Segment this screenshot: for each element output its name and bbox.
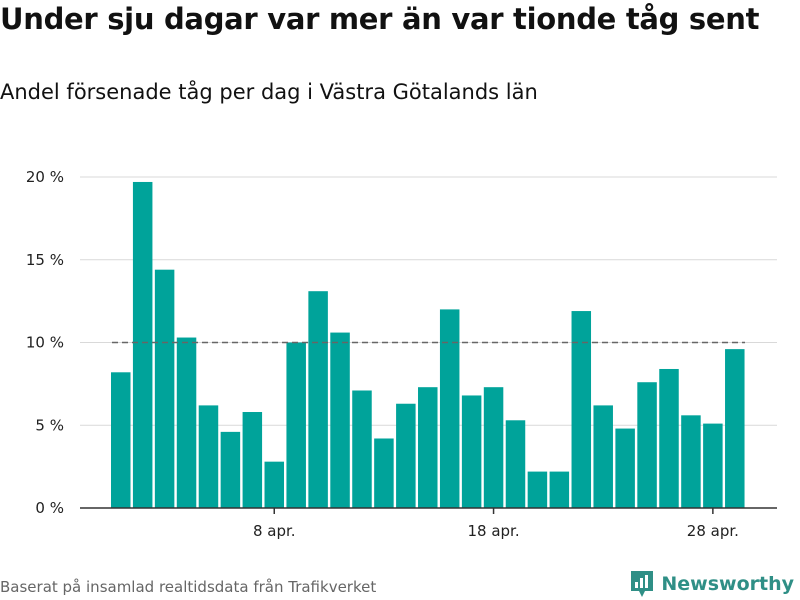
chart-subtitle: Andel försenade tåg per dag i Västra Göt… [0,80,538,104]
bar [637,382,657,508]
bar [615,428,635,508]
y-tick-label: 15 % [26,251,64,269]
bar-chart: 0 % 5 % 10 % 15 % 20 % 8 apr. 18 apr. 28 apr. [26,168,777,540]
source-note: Baserat på insamlad realtidsdata från Tr… [0,578,377,596]
bar [527,471,548,508]
bar [176,337,197,508]
bar [725,349,745,508]
bar [483,387,504,508]
bar [308,291,328,508]
bar [505,420,526,508]
brand: Newsworthy [629,569,794,599]
y-tick-label: 0 % [35,499,64,517]
bar [242,412,263,508]
bar [374,438,394,508]
bar [681,415,701,508]
x-tick-label: 18 apr. [467,522,519,540]
bar [418,387,438,508]
y-tick-label: 20 % [26,168,64,186]
brand-name: Newsworthy [661,573,794,595]
bar [571,311,592,508]
bar [439,309,460,508]
bar [286,342,306,508]
bar [111,372,131,508]
bar [396,403,416,508]
chart-title: Under sju dagar var mer än var tionde tå… [0,2,760,36]
bar [703,423,723,508]
x-tick-label: 28 apr. [687,522,739,540]
bar [659,368,679,508]
bar [461,395,482,508]
bar [264,461,285,508]
bar [330,332,350,508]
bar [549,471,570,508]
bar [132,181,153,508]
x-tick-label: 8 apr. [253,522,296,540]
bar [154,269,175,508]
bar [593,405,613,508]
newsworthy-logo-icon [631,571,654,597]
bar [352,390,372,508]
y-tick-label: 5 % [35,416,64,434]
y-tick-label: 10 % [26,334,64,352]
bar [198,405,219,508]
bar [220,431,241,508]
